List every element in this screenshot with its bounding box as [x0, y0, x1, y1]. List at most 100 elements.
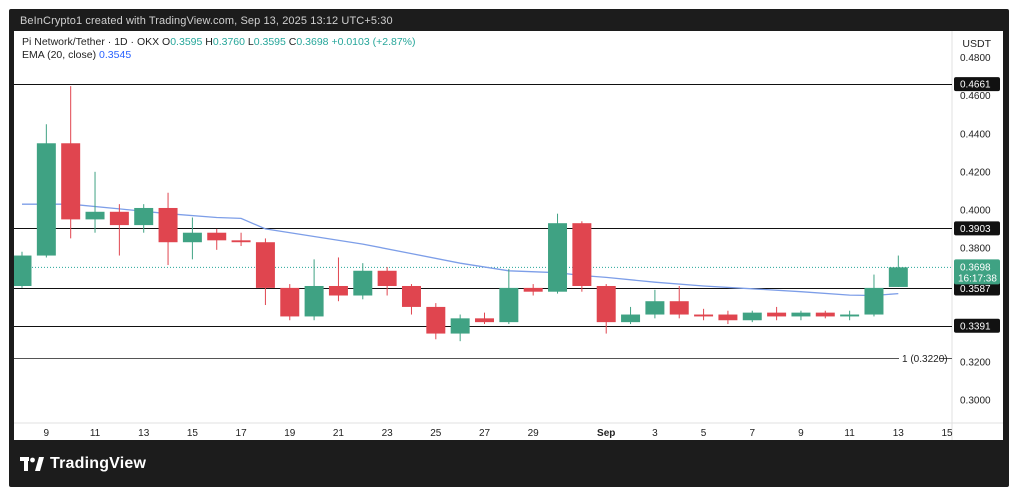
low-label: L — [247, 36, 254, 48]
time-tick-label: 19 — [284, 428, 296, 439]
candle-countdown-label: 16:17:38 — [958, 273, 997, 284]
price-tick-label: 0.3800 — [960, 243, 991, 254]
bearish-candle — [280, 284, 300, 321]
candle-body — [523, 287, 543, 292]
bearish-candle — [255, 238, 275, 306]
bullish-candle — [742, 310, 762, 323]
high-value: 0.3760 — [212, 36, 245, 48]
candle-body — [645, 301, 665, 315]
bullish-candle — [548, 213, 568, 294]
current-price-tag — [954, 259, 1000, 285]
current-price-label: 0.3698 — [960, 262, 991, 273]
high-label: H — [205, 36, 213, 48]
candle-body — [572, 223, 592, 286]
bullish-candle — [888, 255, 908, 287]
open-label: O — [162, 36, 171, 48]
bearish-candle — [767, 306, 787, 321]
candle-body — [815, 312, 835, 317]
level-price-label: 0.4661 — [960, 80, 991, 91]
bullish-candle — [353, 263, 373, 300]
bullish-candle — [14, 251, 32, 288]
bullish-candle — [645, 289, 665, 319]
open-value: 0.3595 — [170, 36, 203, 48]
legend-ema-row: EMA (20, close) 0.3545 — [22, 49, 416, 62]
time-tick-label: 13 — [138, 428, 150, 439]
bearish-candle — [669, 285, 689, 319]
level-price-tag — [954, 221, 1000, 236]
candle-body — [353, 270, 373, 296]
candle-body — [255, 242, 275, 288]
bearish-candle — [61, 86, 81, 239]
candle-body — [158, 207, 178, 243]
level-price-tag — [954, 77, 1000, 92]
bearish-candle — [523, 284, 543, 296]
bearish-candle — [718, 310, 738, 325]
candle-body — [207, 232, 227, 241]
candle-body — [109, 211, 129, 226]
tradingview-logo-icon — [20, 457, 44, 471]
candle-body — [669, 301, 689, 315]
candle-body — [304, 285, 324, 317]
bullish-candle — [840, 310, 860, 321]
time-tick-label: 15 — [187, 428, 199, 439]
candle-body — [718, 314, 738, 321]
time-tick-label: 15 — [941, 428, 953, 439]
time-tick-label: 11 — [90, 428, 101, 439]
candle-body — [499, 287, 519, 323]
bearish-candle — [572, 221, 592, 292]
candle-body — [377, 270, 397, 286]
price-tick-label: 0.3200 — [960, 358, 991, 369]
price-tick-label: 0.4400 — [960, 129, 991, 140]
time-axis: 9 11 13 15 17 19 21 23 25 27 29 Sep 3 5 7 9 11 13 15 — [44, 428, 953, 439]
time-tick-label: 17 — [236, 428, 248, 439]
fib-level-label: 1 (0.3220) — [902, 354, 948, 365]
price-tick-label: 0.4800 — [960, 53, 991, 64]
time-tick-label: 21 — [333, 428, 345, 439]
candle-body — [791, 312, 811, 317]
candle-body — [621, 314, 641, 323]
candle-body — [280, 287, 300, 317]
candle-body — [401, 285, 421, 307]
candle-body — [134, 207, 154, 226]
price-tick-label: 0.4600 — [960, 91, 991, 102]
change-value: +0.0103 (+2.87%) — [331, 36, 416, 48]
time-tick-label: 13 — [893, 428, 905, 439]
bearish-candle — [377, 266, 397, 296]
bearish-candle — [207, 228, 227, 250]
candle-body — [450, 318, 470, 334]
close-label: C — [288, 36, 297, 48]
candle-body — [694, 314, 714, 317]
bullish-candle — [85, 171, 105, 233]
bullish-candle — [450, 314, 470, 342]
candle-body — [742, 312, 762, 321]
candle-body — [767, 312, 787, 317]
candle-body — [596, 285, 616, 323]
price-tick-label: 0.3000 — [960, 396, 991, 407]
bullish-candle — [182, 217, 202, 260]
symbol-title[interactable]: Pi Network/Tether · 1D · OKX — [22, 36, 160, 48]
level-price-label: 0.3391 — [960, 321, 991, 332]
candle-body — [840, 314, 860, 317]
candle-body — [864, 287, 884, 315]
time-tick-label: 9 — [798, 428, 804, 439]
bearish-candle — [694, 308, 714, 321]
candlestick-chart[interactable]: 0.4800 0.4600 0.4400 0.4200 0.4000 0.3800 0.36… — [14, 31, 1003, 440]
candle-body — [426, 306, 446, 334]
currency-unit-label: USDT — [962, 38, 991, 50]
bearish-candle — [596, 284, 616, 334]
tradingview-logo[interactable]: TradingView — [20, 455, 146, 473]
chart-credit-text: BeInCrypto1 created with TradingView.com… — [20, 15, 393, 27]
bearish-candle — [426, 303, 446, 340]
bullish-candle — [864, 274, 884, 317]
legend-ohlc-row: Pi Network/Tether · 1D · OKX O0.3595 H0.… — [22, 36, 416, 49]
time-tick-label: 23 — [382, 428, 394, 439]
bullish-candle — [499, 268, 519, 325]
support-resistance-lines: 1 (0.3220) — [14, 84, 952, 365]
candle-body — [328, 285, 348, 296]
chart-panel[interactable]: 0.4800 0.4600 0.4400 0.4200 0.4000 0.3800 0.36… — [14, 31, 1003, 440]
bullish-candle — [621, 306, 641, 325]
ema-indicator-label[interactable]: EMA (20, close) — [22, 49, 97, 61]
tradingview-wordmark: TradingView — [50, 455, 147, 472]
chart-legend: Pi Network/Tether · 1D · OKX O0.3595 H0.… — [22, 36, 416, 62]
